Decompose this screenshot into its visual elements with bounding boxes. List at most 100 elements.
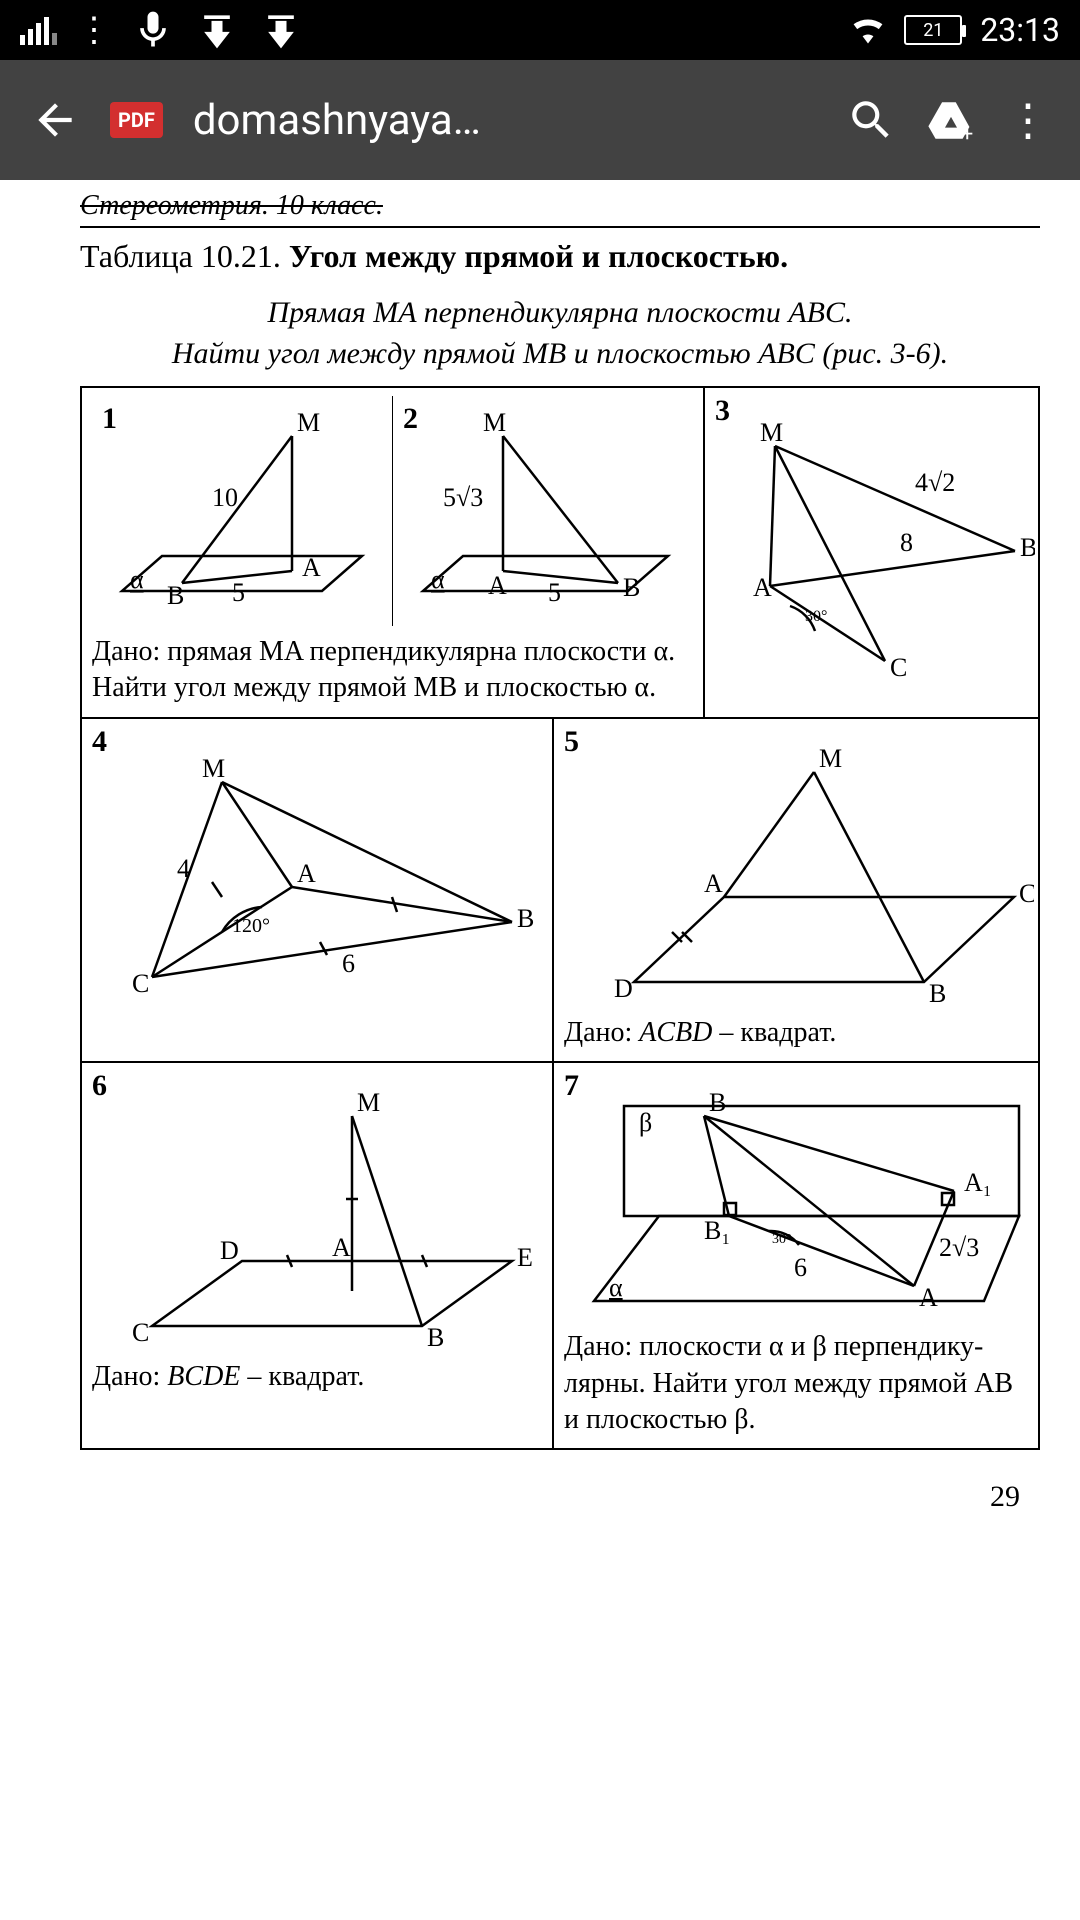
label-120: 120° <box>232 915 270 937</box>
instruction-line-2: Найти угол между прямой MB и плоскостью … <box>80 334 1040 375</box>
label-10: 10 <box>212 483 238 512</box>
svg-text:+: + <box>961 123 973 145</box>
overflow-menu-icon[interactable]: ⋮ <box>1006 98 1050 142</box>
search-icon[interactable] <box>846 95 896 145</box>
mic-icon <box>131 8 175 52</box>
cell-caption: Дано: прямая MA перпендикулярна плоскост… <box>92 634 693 707</box>
label-8: 8 <box>900 528 913 557</box>
label-B1: B₁ <box>704 1216 730 1245</box>
pdf-page: Стереометрия. 10 класс. Таблица 10.21. У… <box>0 180 1080 1534</box>
diagram-4: M A B C 4 6 120° <box>92 727 542 1027</box>
label-A: A <box>753 573 772 602</box>
label-D: D <box>614 974 633 1003</box>
document-title: domashnyaya… <box>193 96 816 145</box>
cell-caption: Дано: плоскости α и β перпендику-лярны. … <box>564 1329 1034 1438</box>
status-right: 21 23:13 <box>850 11 1060 49</box>
label-6: 6 <box>342 949 355 978</box>
cell-1-2: 1 M A B α <box>82 388 705 717</box>
label-5: 5 <box>548 578 561 607</box>
table-row: 1 M A B α <box>82 388 1038 719</box>
label-6: 6 <box>794 1253 807 1282</box>
page-number: 29 <box>80 1480 1040 1514</box>
clock: 23:13 <box>980 11 1060 49</box>
label-4: 4 <box>177 854 190 883</box>
diagram-5: M A B C D <box>564 727 1034 1007</box>
diagram-3: M A B C 4√2 8 30° <box>715 396 1035 686</box>
table-row: 6 M A B C D <box>82 1063 1038 1448</box>
label-C: C <box>890 653 907 682</box>
download-icon-2 <box>259 8 303 52</box>
label-B: B <box>1020 533 1035 562</box>
label-B: B <box>709 1088 726 1117</box>
status-left: ⋮ <box>20 8 303 52</box>
pdf-badge-icon: PDF <box>110 102 163 138</box>
diagram-6: M A B C D E <box>92 1071 542 1351</box>
app-bar: PDF domashnyaya… + ⋮ <box>0 60 1080 180</box>
battery-level: 21 <box>923 20 943 41</box>
label-B: B <box>427 1323 444 1351</box>
cell-5: 5 M A B C D <box>554 719 1044 1061</box>
table-title-bold: Угол между прямой и плоскостью. <box>289 238 788 274</box>
label-A: A <box>704 869 723 898</box>
table-title-prefix: Таблица 10.21. <box>80 238 289 274</box>
caption-italic: BCDE <box>167 1361 240 1392</box>
cell-number: 4 <box>92 725 107 759</box>
pdf-viewport[interactable]: Стереометрия. 10 класс. Таблица 10.21. У… <box>0 180 1080 1920</box>
cell-number: 5 <box>564 725 579 759</box>
android-status-bar: ⋮ 21 23:13 <box>0 0 1080 60</box>
download-icon <box>195 8 239 52</box>
label-M: M <box>760 418 783 447</box>
cell-6: 6 M A B C D <box>82 1063 554 1448</box>
back-icon[interactable] <box>30 95 80 145</box>
label-5sqrt3: 5√3 <box>443 483 483 512</box>
instruction-text: Прямая MA перпендикулярна плоскости ABC.… <box>80 293 1040 374</box>
label-alpha: α <box>609 1273 623 1302</box>
caption-italic: ACBD <box>639 1017 712 1048</box>
label-M: M <box>819 744 842 773</box>
label-E: E <box>517 1243 533 1272</box>
label-C: C <box>132 1318 149 1347</box>
label-2sqrt3: 2√3 <box>939 1233 979 1262</box>
label-beta: β <box>639 1108 652 1137</box>
caption-suffix: – квадрат. <box>712 1017 836 1048</box>
label-C: C <box>132 969 149 998</box>
label-A: A <box>302 553 321 582</box>
label-alpha: α <box>431 565 445 594</box>
label-A: A <box>297 859 316 888</box>
cell-7: 7 <box>554 1063 1044 1448</box>
label-A: A <box>919 1283 938 1312</box>
more-dots-icon: ⋮ <box>77 13 111 47</box>
label-30: 30° <box>805 608 827 625</box>
label-alpha: α <box>130 565 144 594</box>
label-C: C <box>1019 879 1034 908</box>
label-B: B <box>167 581 184 610</box>
label-A1: A₁ <box>964 1168 992 1197</box>
cell-number: 2 <box>403 402 418 436</box>
label-A: A <box>332 1233 351 1262</box>
battery-icon: 21 <box>904 15 962 45</box>
label-M: M <box>357 1088 380 1117</box>
cell-number: 1 <box>102 402 117 436</box>
instruction-line-1: Прямая MA перпендикулярна плоскости ABC. <box>80 293 1040 334</box>
label-B: B <box>517 904 534 933</box>
caption-prefix: Дано: <box>564 1017 639 1048</box>
drive-icon[interactable]: + <box>926 95 976 145</box>
caption-suffix: – квадрат. <box>240 1361 364 1392</box>
signal-icon <box>20 15 57 45</box>
caption-prefix: Дано: <box>92 1361 167 1392</box>
table-title: Таблица 10.21. Угол между прямой и плоск… <box>80 238 1040 275</box>
diagram-7: β α B A₁ B₁ A 6 2√3 30° <box>564 1071 1034 1321</box>
cell-number: 3 <box>715 394 730 428</box>
cell-caption: Дано: BCDE – квадрат. <box>92 1359 542 1395</box>
cell-caption: Дано: ACBD – квадрат. <box>564 1015 1034 1051</box>
diagram-1: M A B α 10 5 <box>92 396 392 626</box>
label-M: M <box>202 754 225 783</box>
cell-4: 4 <box>82 719 554 1061</box>
cell-number: 7 <box>564 1069 579 1103</box>
table-row: 4 <box>82 719 1038 1063</box>
label-B: B <box>623 573 640 602</box>
label-B: B <box>929 979 946 1007</box>
label-4sqrt2: 4√2 <box>915 468 955 497</box>
cell-number: 6 <box>92 1069 107 1103</box>
label-M: M <box>297 408 320 437</box>
